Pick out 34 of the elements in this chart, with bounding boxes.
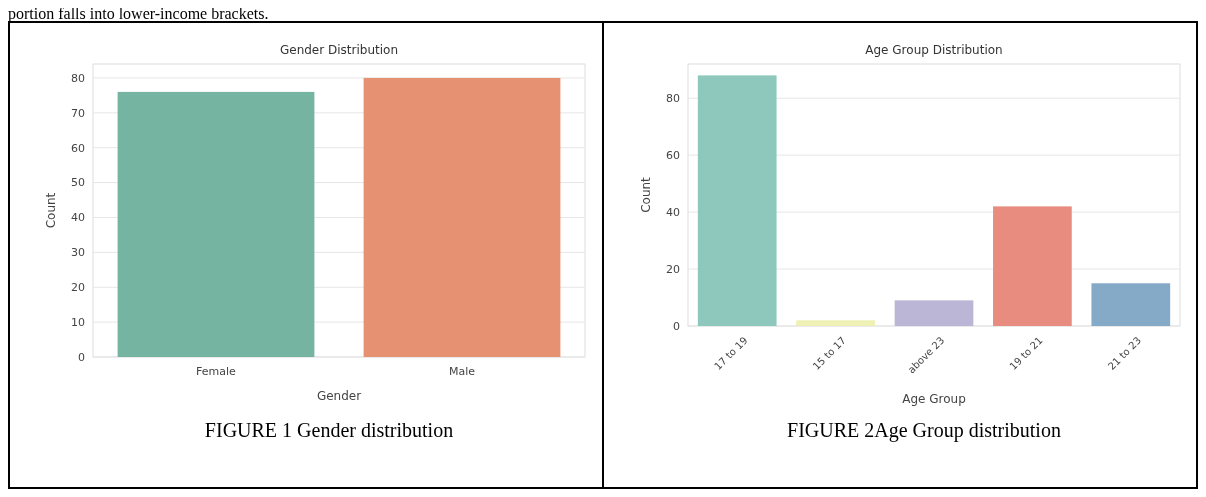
y-tick-label: 60 (71, 141, 85, 155)
y-tick-label: 70 (71, 106, 85, 120)
x-axis-title: Age Group (902, 392, 966, 406)
bar (993, 206, 1072, 326)
bar (894, 300, 974, 326)
bar (796, 320, 875, 326)
y-tick-label: 20 (666, 262, 680, 276)
x-tick-label: Male (448, 365, 476, 378)
bar (1091, 283, 1171, 326)
y-tick-label: 30 (71, 246, 85, 260)
x-tick-label: 17 to 19 (712, 334, 750, 372)
y-tick-label: 50 (71, 176, 85, 190)
y-tick-label: 80 (666, 92, 680, 106)
y-tick-label: 10 (71, 315, 85, 329)
x-axis-title: Gender (316, 389, 362, 403)
caption: FIGURE 2Age Group distribution (787, 419, 1061, 442)
y-tick-label: 80 (71, 71, 85, 85)
text: portion falls into lower-income brackets. (8, 5, 269, 23)
chart-title: Age Group Distribution (865, 43, 1003, 57)
caption: FIGURE 1 Gender distribution (204, 419, 454, 441)
chart-title: Gender Distribution (279, 43, 399, 57)
x-tick-label: 15 to 17 (810, 334, 848, 372)
y-tick-label: 60 (666, 148, 680, 162)
y-tick-label: 20 (71, 281, 85, 295)
y-tick-label: 0 (673, 319, 680, 333)
y-tick-label: 40 (71, 211, 85, 225)
x-tick-label: 19 to 21 (1007, 334, 1045, 372)
y-tick-label: 40 (666, 205, 680, 219)
x-tick-label: 21 to 23 (1105, 334, 1144, 372)
x-tick-label: Female (196, 365, 237, 378)
y-axis-title: Count (639, 176, 653, 213)
bar (697, 75, 777, 326)
y-tick-label: 0 (78, 350, 85, 364)
y-axis-title: Count (44, 192, 58, 229)
